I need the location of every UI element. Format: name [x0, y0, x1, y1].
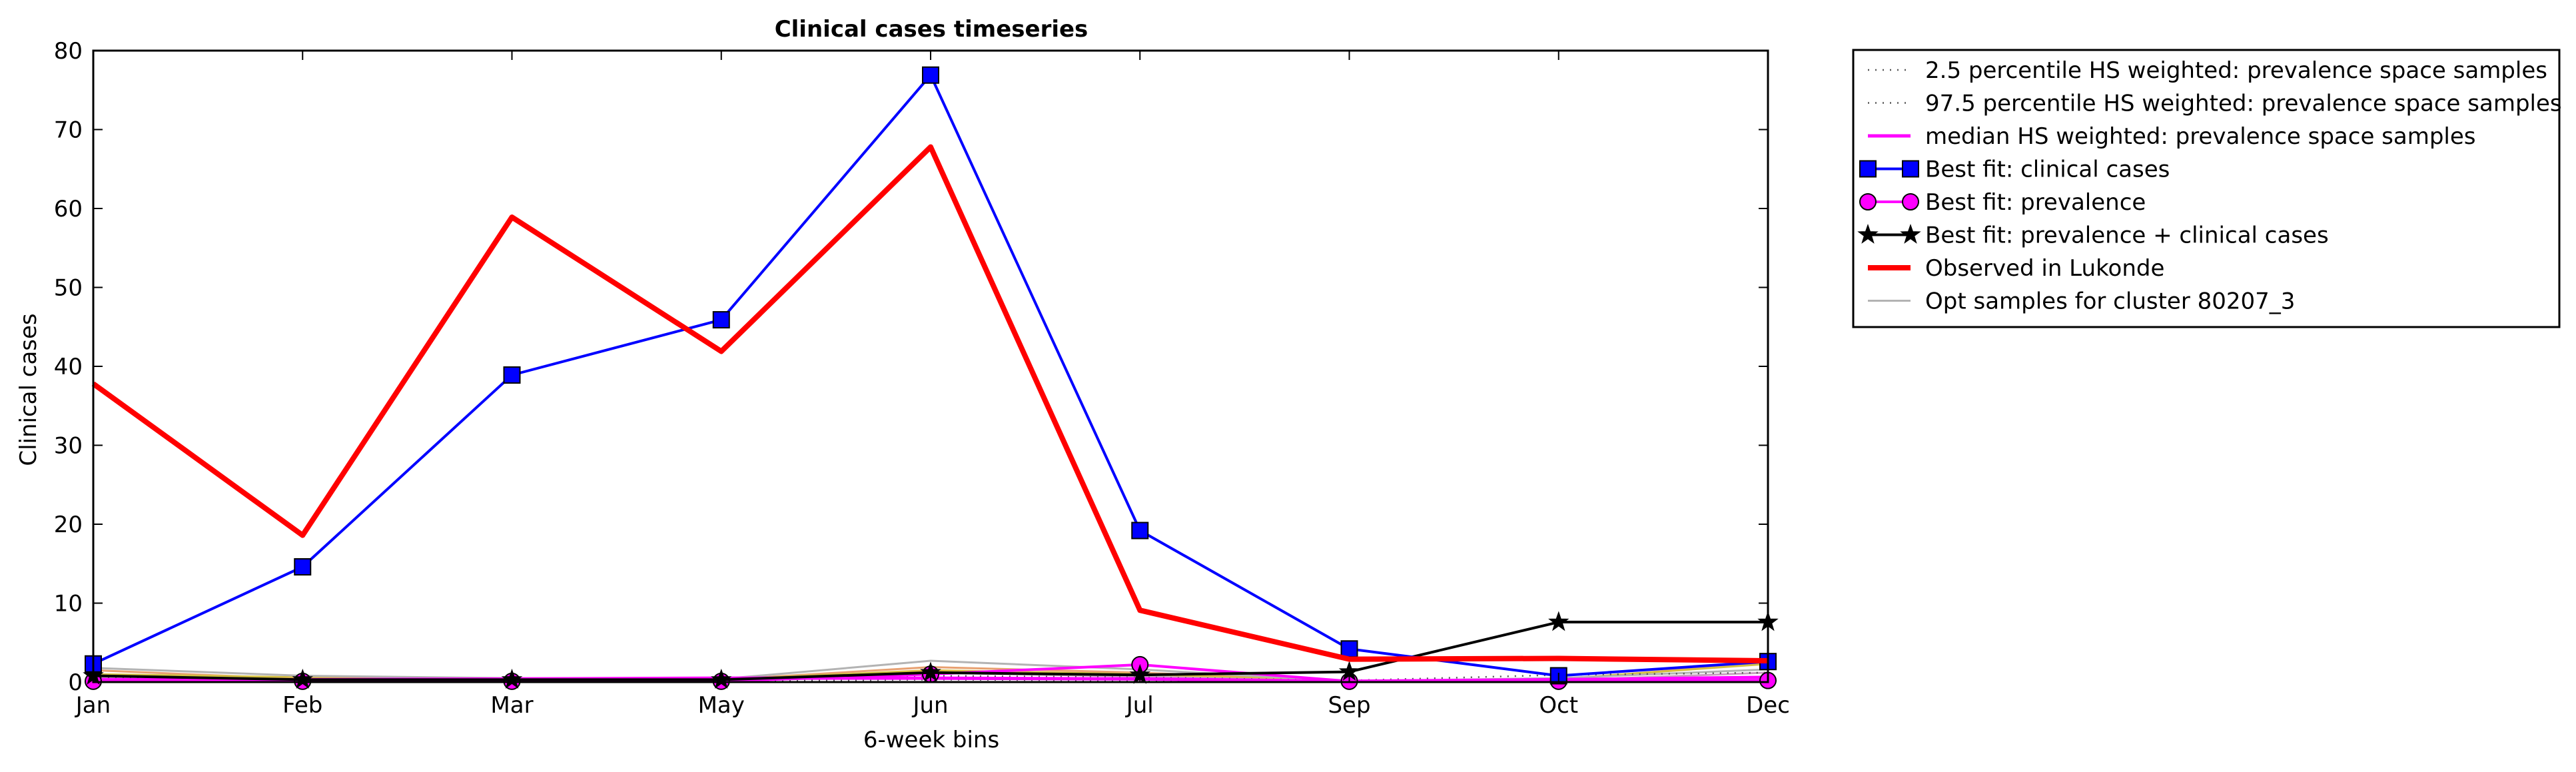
x-tick-label: Mar	[490, 692, 533, 719]
plot-background	[93, 51, 1768, 682]
legend-marker	[1902, 193, 1919, 210]
x-tick-label: Jul	[1125, 692, 1154, 719]
legend-marker	[1859, 193, 1877, 210]
x-tick-label: Oct	[1539, 692, 1578, 719]
x-tick-label: Jun	[911, 692, 948, 719]
legend-label: 2.5 percentile HS weighted: prevalence s…	[1925, 57, 2547, 84]
x-tick-label: Dec	[1746, 692, 1790, 719]
series-6-point	[1548, 611, 1569, 631]
x-tick-label: May	[698, 692, 745, 719]
x-tick-label: Feb	[282, 692, 322, 719]
series-4-point	[922, 66, 939, 84]
legend-label: Opt samples for cluster 80207_3	[1925, 288, 2295, 315]
y-tick-label: 20	[54, 512, 83, 538]
legend-label: Best fit: prevalence + clinical cases	[1925, 222, 2329, 249]
y-tick-label: 10	[54, 591, 83, 617]
x-tick-label: Jan	[75, 692, 111, 719]
legend-marker	[1859, 160, 1877, 178]
series-4-point	[503, 366, 521, 384]
legend-label: Best fit: clinical cases	[1925, 157, 2170, 183]
legend-label: 97.5 percentile HS weighted: prevalence …	[1925, 91, 2562, 117]
y-tick-label: 0	[68, 669, 83, 696]
legend-label: median HS weighted: prevalence space sam…	[1925, 123, 2476, 150]
y-tick-label: 50	[54, 275, 83, 302]
y-tick-label: 70	[54, 117, 83, 144]
y-tick-label: 80	[54, 38, 83, 65]
series-4-point	[712, 311, 730, 329]
legend: 2.5 percentile HS weighted: prevalence s…	[1852, 49, 2562, 328]
y-tick-label: 30	[54, 433, 83, 460]
series-4-point	[1131, 522, 1149, 540]
chart-title: Clinical cases timeseries	[775, 16, 1088, 43]
y-tick-label: 60	[54, 196, 83, 222]
y-axis-label: Clinical cases	[15, 313, 42, 466]
legend-label: Best fit: prevalence	[1925, 189, 2146, 216]
series-line-7	[91, 144, 1769, 663]
y-tick-label: 40	[54, 354, 83, 380]
x-axis-label: 6-week bins	[863, 727, 999, 753]
legend-marker	[1857, 223, 1879, 244]
legend-marker	[1902, 160, 1919, 178]
legend-label: Observed in Lukonde	[1925, 255, 2164, 282]
series-4-point	[294, 558, 312, 576]
legend-box	[1852, 49, 2561, 328]
x-tick-label: Sep	[1328, 692, 1370, 719]
series-4-point	[1340, 640, 1358, 658]
plot-area: Jan Feb Mar May Jun Jul Sep Oct Dec 0 10 20 30 40 50 60…	[54, 38, 1790, 719]
legend-marker	[1900, 223, 1921, 244]
